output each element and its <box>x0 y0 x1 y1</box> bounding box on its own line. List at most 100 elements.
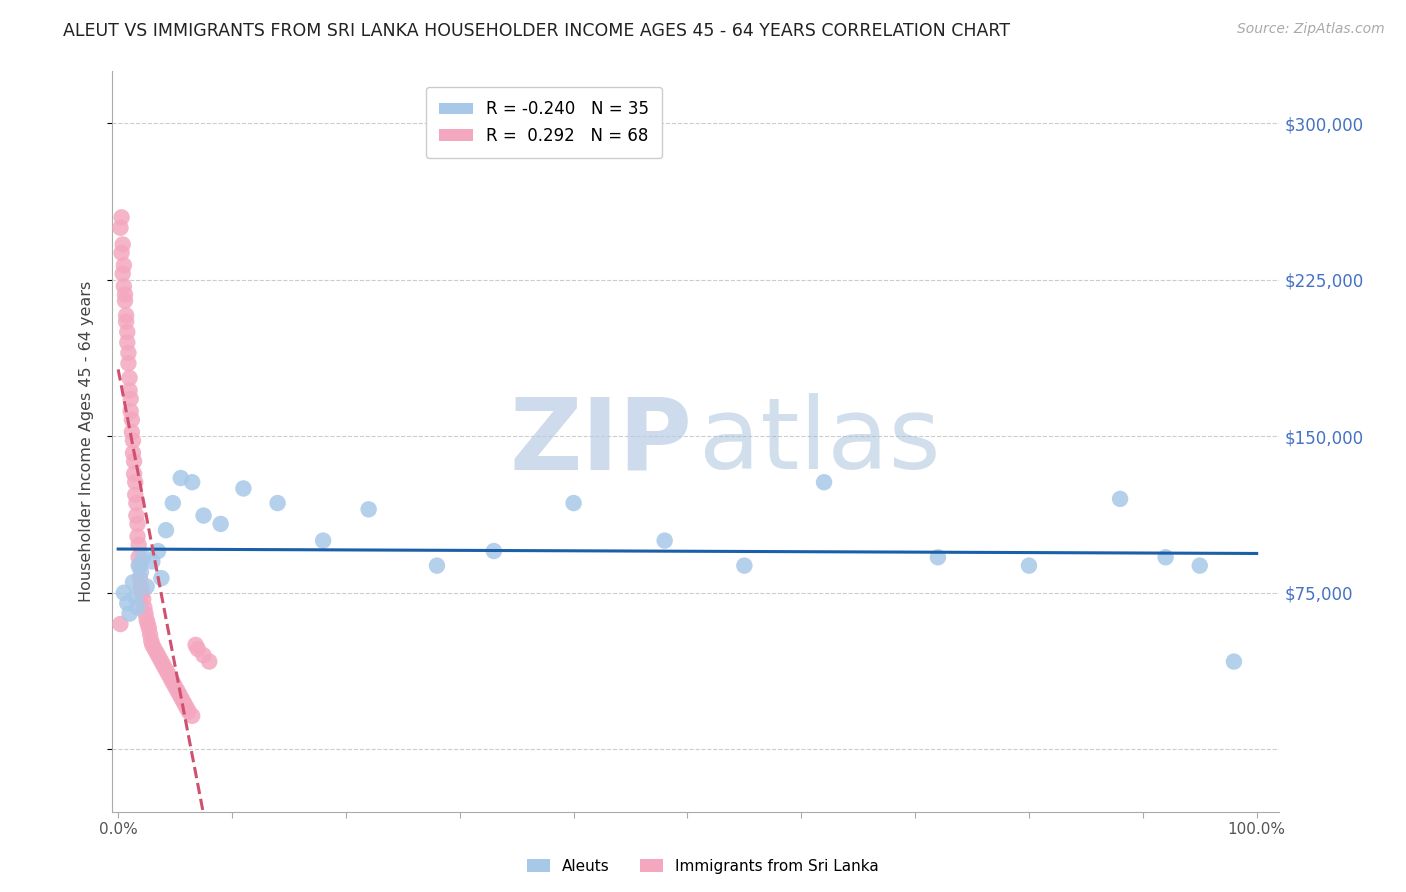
Point <box>114 287 136 301</box>
Point <box>111 237 134 252</box>
Point <box>124 488 146 502</box>
Point <box>155 523 177 537</box>
Point <box>357 502 380 516</box>
Point <box>110 211 132 225</box>
Point <box>117 596 139 610</box>
Point <box>118 384 141 398</box>
Point <box>118 607 141 621</box>
Point <box>110 220 132 235</box>
Point <box>128 571 150 585</box>
Point <box>127 516 149 531</box>
Point <box>117 356 139 370</box>
Point <box>184 638 207 652</box>
Point <box>135 579 157 593</box>
Point <box>129 579 152 593</box>
Point <box>132 592 155 607</box>
Point <box>141 638 163 652</box>
Point <box>143 642 166 657</box>
Point <box>312 533 335 548</box>
Point <box>193 648 215 663</box>
Point <box>117 325 139 339</box>
Point <box>141 554 163 568</box>
Point <box>124 590 146 604</box>
Point <box>173 696 195 710</box>
Point <box>128 538 150 552</box>
Point <box>169 688 191 702</box>
Text: atlas: atlas <box>699 393 941 490</box>
Point <box>733 558 755 573</box>
Point <box>112 258 135 272</box>
Point <box>150 571 173 585</box>
Point <box>198 655 221 669</box>
Point <box>232 482 254 496</box>
Point <box>121 425 143 439</box>
Point <box>170 692 193 706</box>
Point <box>112 279 135 293</box>
Point <box>127 600 149 615</box>
Point <box>162 675 184 690</box>
Point <box>562 496 585 510</box>
Point <box>162 496 184 510</box>
Point <box>141 633 163 648</box>
Point <box>122 434 145 448</box>
Point <box>135 613 157 627</box>
Text: Source: ZipAtlas.com: Source: ZipAtlas.com <box>1237 22 1385 37</box>
Point <box>128 558 150 573</box>
Point <box>128 550 150 565</box>
Point <box>146 646 169 660</box>
Point <box>166 683 188 698</box>
Point <box>193 508 215 523</box>
Point <box>124 475 146 490</box>
Point <box>127 529 149 543</box>
Point <box>128 558 150 573</box>
Legend: Aleuts, Immigrants from Sri Lanka: Aleuts, Immigrants from Sri Lanka <box>520 853 886 880</box>
Point <box>121 412 143 426</box>
Text: ZIP: ZIP <box>509 393 693 490</box>
Point <box>266 496 288 510</box>
Point <box>131 586 153 600</box>
Point <box>209 516 232 531</box>
Point <box>482 544 505 558</box>
Point <box>157 667 180 681</box>
Point <box>120 404 142 418</box>
Point <box>110 617 132 632</box>
Point <box>138 621 160 635</box>
Point <box>177 705 200 719</box>
Point <box>146 544 169 558</box>
Point <box>114 293 136 308</box>
Point <box>115 315 138 329</box>
Point <box>187 642 209 657</box>
Point <box>139 627 162 641</box>
Point <box>181 708 204 723</box>
Point <box>122 446 145 460</box>
Point <box>155 663 177 677</box>
Point <box>115 309 138 323</box>
Point <box>654 533 676 548</box>
Point <box>181 475 204 490</box>
Point <box>1109 491 1132 506</box>
Point <box>1154 550 1177 565</box>
Point <box>150 655 173 669</box>
Point <box>122 575 145 590</box>
Point <box>927 550 949 565</box>
Point <box>165 680 187 694</box>
Point <box>110 245 132 260</box>
Text: ALEUT VS IMMIGRANTS FROM SRI LANKA HOUSEHOLDER INCOME AGES 45 - 64 YEARS CORRELA: ALEUT VS IMMIGRANTS FROM SRI LANKA HOUSE… <box>63 22 1011 40</box>
Point <box>176 700 198 714</box>
Point <box>148 650 170 665</box>
Point <box>125 508 148 523</box>
Point <box>159 671 181 685</box>
Point <box>122 467 145 481</box>
Point <box>125 496 148 510</box>
Point <box>1223 655 1246 669</box>
Point <box>132 550 155 565</box>
Point <box>118 371 141 385</box>
Point <box>1188 558 1211 573</box>
Point <box>426 558 449 573</box>
Point <box>136 617 159 632</box>
Point <box>152 658 174 673</box>
Point <box>134 600 156 615</box>
Y-axis label: Householder Income Ages 45 - 64 years: Householder Income Ages 45 - 64 years <box>79 281 94 602</box>
Point <box>813 475 835 490</box>
Point <box>117 335 139 350</box>
